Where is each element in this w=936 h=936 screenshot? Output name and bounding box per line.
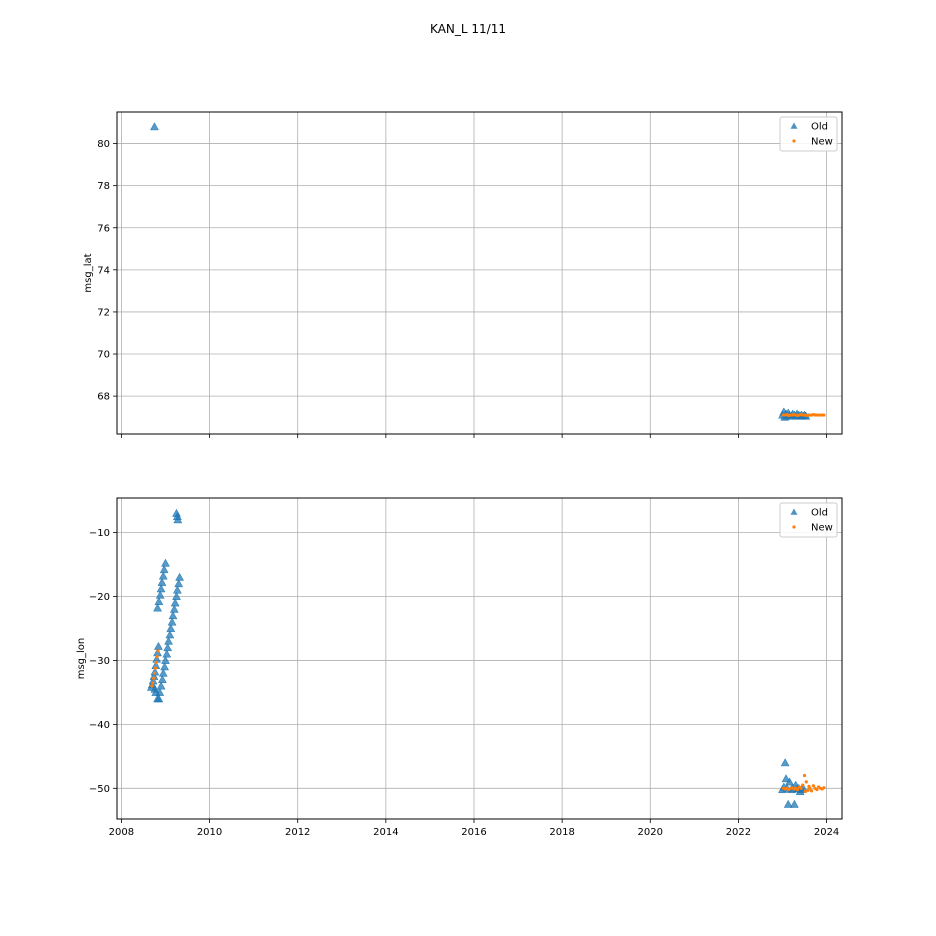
data-point-new bbox=[802, 773, 807, 778]
y-tick-label: −30 bbox=[89, 656, 110, 667]
x-tick-label: 2022 bbox=[726, 827, 751, 838]
y-tick-label: −50 bbox=[89, 784, 110, 795]
data-point-old bbox=[172, 585, 182, 594]
data-point-old bbox=[173, 515, 183, 524]
data-point-old bbox=[159, 565, 169, 574]
data-point-new bbox=[809, 789, 814, 793]
y-tick-label: 70 bbox=[97, 350, 110, 361]
data-point-old bbox=[158, 668, 168, 677]
axes-frame bbox=[116, 111, 843, 435]
data-point-old bbox=[172, 591, 181, 600]
data-point-new bbox=[151, 681, 155, 685]
data-point-new bbox=[801, 783, 805, 787]
x-tick-label: 2012 bbox=[285, 827, 310, 838]
data-point-old bbox=[162, 649, 172, 658]
data-point-new bbox=[803, 789, 808, 794]
data-point-new bbox=[815, 787, 819, 792]
plot-area bbox=[117, 112, 842, 434]
data-point-new bbox=[799, 786, 803, 790]
data-point-new bbox=[808, 786, 812, 790]
data-point-new bbox=[822, 786, 826, 790]
data-point-old bbox=[157, 577, 167, 586]
data-point-old bbox=[158, 571, 168, 580]
data-point-old bbox=[780, 758, 790, 767]
data-point-old bbox=[174, 579, 184, 588]
data-point-old bbox=[785, 777, 794, 786]
x-tick-label: 2024 bbox=[814, 827, 839, 838]
legend-marker-new bbox=[792, 139, 796, 143]
data-point-old bbox=[165, 630, 175, 639]
data-point-old bbox=[154, 694, 164, 703]
y-tick-label: −40 bbox=[89, 720, 110, 731]
y-tick-label: 68 bbox=[97, 392, 110, 403]
x-tick-label: 2020 bbox=[638, 827, 663, 838]
data-point-new bbox=[154, 660, 158, 664]
data-point-old bbox=[783, 799, 793, 808]
data-point-new bbox=[804, 780, 808, 784]
figure-title-text: KAN_L 11/11 bbox=[430, 22, 506, 36]
legend-marker-old bbox=[790, 508, 798, 515]
data-point-old bbox=[161, 655, 170, 664]
data-point-new bbox=[151, 676, 156, 680]
data-point-new bbox=[795, 787, 800, 792]
data-point-old bbox=[175, 572, 185, 581]
y-tick-label: 78 bbox=[97, 181, 110, 192]
y-tick-label: 74 bbox=[97, 265, 110, 276]
data-point-old bbox=[156, 681, 166, 690]
y-tick-label: 72 bbox=[97, 307, 110, 318]
x-tick-label: 2008 bbox=[109, 827, 134, 838]
panel-lon: 2008 2010 2012 2014 2016 2018 2020 2022 2024 −50 −… bbox=[76, 497, 843, 838]
legend: Old New bbox=[779, 116, 838, 152]
legend-label-new: New bbox=[811, 137, 833, 148]
data-point-new bbox=[811, 784, 815, 788]
data-point-old bbox=[154, 597, 164, 606]
data-point-old bbox=[157, 675, 167, 684]
y-tick-label: 76 bbox=[97, 223, 110, 234]
data-point-new bbox=[153, 666, 157, 670]
series-new bbox=[781, 413, 826, 418]
data-point-new bbox=[152, 671, 157, 675]
data-point-new bbox=[150, 684, 154, 688]
legend: Old New bbox=[779, 502, 838, 538]
data-point-old bbox=[781, 774, 791, 783]
y-axis-label: msg_lon bbox=[76, 638, 87, 680]
axes-frame bbox=[116, 497, 843, 820]
data-point-old bbox=[153, 603, 162, 612]
legend-label-new: New bbox=[811, 523, 833, 534]
legend-marker-old bbox=[790, 122, 798, 129]
data-point-old bbox=[166, 623, 176, 632]
data-point-new bbox=[822, 413, 826, 417]
data-point-old bbox=[168, 611, 178, 620]
data-point-old bbox=[170, 598, 180, 607]
y-tick-label: −10 bbox=[89, 528, 110, 539]
x-tick-label: 2010 bbox=[197, 827, 222, 838]
data-point-old bbox=[161, 558, 170, 567]
x-tick-label: 2016 bbox=[461, 827, 486, 838]
data-point-new bbox=[155, 654, 159, 659]
legend-marker-new bbox=[792, 525, 796, 529]
data-point-old bbox=[155, 590, 165, 599]
data-point-old bbox=[169, 604, 179, 613]
y-axis-label: msg_lat bbox=[83, 253, 94, 292]
figure-title: KAN_L 11/11 bbox=[0, 18, 936, 37]
x-tick-label: 2014 bbox=[373, 827, 398, 838]
data-point-old bbox=[156, 584, 166, 593]
legend-label-old: Old bbox=[811, 508, 828, 519]
data-point-old bbox=[160, 662, 170, 671]
y-tick-label: 80 bbox=[97, 139, 110, 150]
data-point-old bbox=[155, 687, 165, 696]
data-point-old bbox=[163, 643, 173, 652]
panel-lat: 68 70 72 74 76 78 80 msg_lat Old New bbox=[83, 111, 843, 438]
series-new bbox=[150, 649, 826, 794]
y-tick-label: −20 bbox=[89, 592, 110, 603]
data-point-old bbox=[164, 636, 173, 645]
data-point-old bbox=[789, 799, 799, 808]
plot-area bbox=[117, 498, 842, 819]
data-point-old bbox=[167, 617, 177, 626]
data-point-old bbox=[150, 122, 159, 131]
x-tick-label: 2018 bbox=[549, 827, 574, 838]
legend-label-old: Old bbox=[811, 122, 828, 133]
data-point-new bbox=[156, 649, 160, 653]
